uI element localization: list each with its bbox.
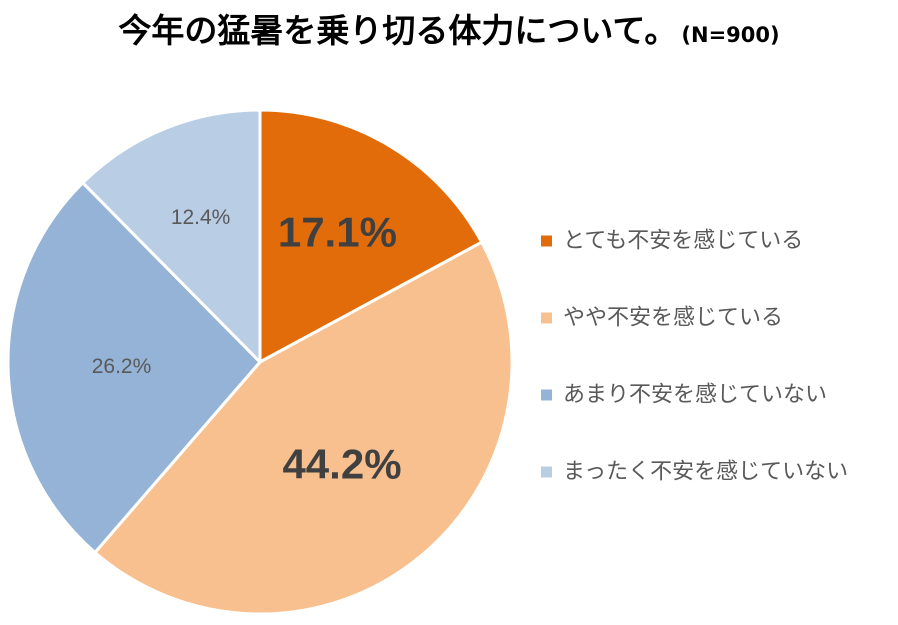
chart-title-row: 今年の猛暑を乗り切る体力について。 (N=900)	[0, 4, 898, 56]
pie-slice-4	[81, 108, 262, 364]
legend-swatch-3	[541, 389, 552, 401]
pie-slice-3	[6, 181, 262, 554]
legend-swatch-1	[541, 235, 552, 247]
pie-slices	[6, 108, 514, 616]
chart-subtitle: (N=900)	[681, 23, 780, 47]
legend-swatch-4	[541, 466, 552, 478]
legend: とても不安を感じているやや不安を感じているあまり不安を感じていないまったく不安を…	[541, 229, 848, 485]
pie-data-label-3: 26.2%	[92, 355, 152, 378]
pie-data-label-1: 17.1%	[278, 209, 397, 256]
pie-data-label-2: 44.2%	[282, 441, 401, 488]
legend-label-2: やや不安を感じている	[563, 306, 783, 331]
pie-slice-1	[258, 108, 484, 364]
legend-label-4: まったく不安を感じていない	[563, 460, 848, 485]
pie-slice-2	[93, 240, 514, 616]
legend-swatch-2	[541, 312, 552, 324]
legend-label-3: あまり不安を感じていない	[563, 383, 827, 408]
pie-data-labels: 17.1% 44.2% 26.2% 12.4%	[92, 206, 402, 488]
chart-title: 今年の猛暑を乗り切る体力について。	[118, 11, 678, 50]
legend-label-1: とても不安を感じている	[563, 229, 803, 254]
pie-data-label-4: 12.4%	[171, 206, 231, 229]
